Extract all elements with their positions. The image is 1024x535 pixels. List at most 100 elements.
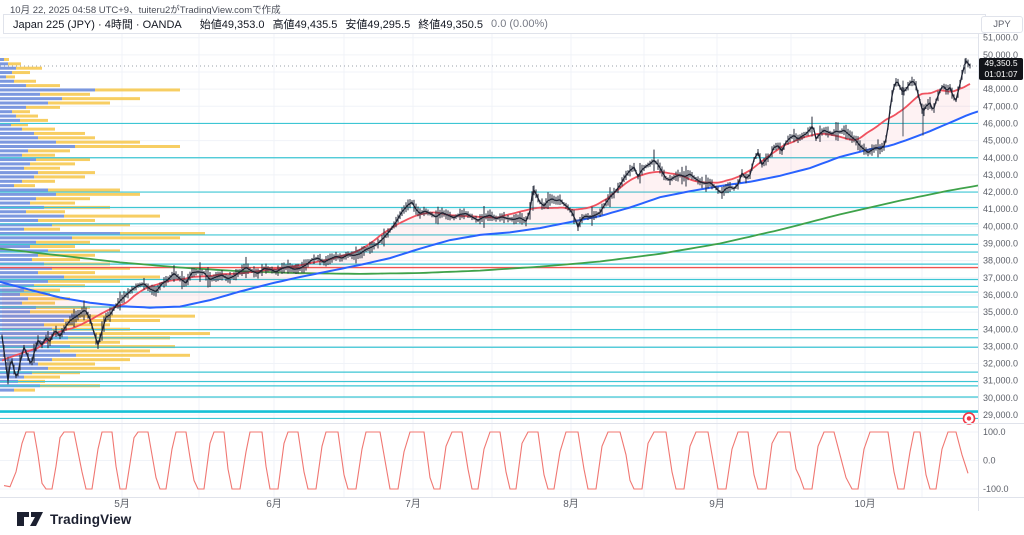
volume-profile-row-down <box>62 97 140 101</box>
price-axis-label: 31,000.0 <box>983 376 1018 386</box>
volume-profile-row-up <box>0 158 36 162</box>
volume-profile-row-down <box>78 314 195 318</box>
volume-profile-row-down <box>34 175 85 179</box>
oscillator-axis-label: 0.0 <box>983 456 996 466</box>
volume-profile-row-up <box>0 275 64 279</box>
time-axis-label: 6月 <box>266 498 282 510</box>
price-axis-label: 41,000.0 <box>983 204 1018 214</box>
oscillator-line <box>3 431 969 490</box>
volume-profile-row-down <box>38 171 95 175</box>
price-axis-label: 30,000.0 <box>983 393 1018 403</box>
volume-profile-row-down <box>12 110 30 114</box>
price-axis-label: 39,000.0 <box>983 239 1018 249</box>
volume-profile-row-up <box>0 214 64 218</box>
price-axis-label: 36,000.0 <box>983 290 1018 300</box>
volume-profile-row-down <box>16 114 38 118</box>
volume-profile-row-down <box>26 84 60 88</box>
volume-profile-row-up <box>0 97 62 101</box>
volume-profile-row-up <box>0 123 11 127</box>
volume-profile-row-down <box>30 201 75 205</box>
ma-ribbon-fill <box>2 83 970 361</box>
volume-profile-row-down <box>64 275 160 279</box>
volume-profile-row-up <box>0 197 36 201</box>
volume-profile-row-up <box>0 101 48 105</box>
volume-profile-row-down <box>60 349 150 353</box>
volume-profile-row-down <box>56 192 140 196</box>
volume-profile-row-down <box>34 284 85 288</box>
price-axis-label: 43,000.0 <box>983 170 1018 180</box>
volume-profile-row-down <box>64 214 160 218</box>
price-scale[interactable]: 51,000.0 50,000.0 48,000.0 47,000.0 46,000.0… <box>983 33 1018 494</box>
price-axis-label: 38,000.0 <box>983 256 1018 266</box>
oscillator-axis-label: 100.0 <box>983 427 1006 437</box>
volume-profile-row-down <box>75 145 180 148</box>
horizontal-levels[interactable] <box>0 122 978 420</box>
time-axis-label: 9月 <box>709 498 725 510</box>
oscillator-pane[interactable] <box>3 431 969 490</box>
volume-profile-row-up <box>0 192 56 196</box>
volume-profile-row-down <box>24 166 60 170</box>
volume-profile-row-down <box>14 388 35 392</box>
volume-profile-row-down <box>70 345 175 349</box>
volume-profile-row-up <box>0 353 76 357</box>
volume-profile-row-up <box>0 58 4 61</box>
volume-profile-row-up <box>0 118 20 122</box>
last-price-value: 49,350.5 <box>984 58 1018 68</box>
price-axis-label: 37,000.0 <box>983 273 1018 283</box>
volume-profile-row-up <box>0 188 48 192</box>
price-scale-currency-button[interactable]: JPY <box>981 16 1023 33</box>
pane-borders <box>0 14 1024 511</box>
volume-profile-row-down <box>20 118 48 122</box>
volume-profile-row-up <box>0 245 30 249</box>
legend-bar[interactable]: Japan 225 (JPY) · 4時間 · OANDA 始値49,353.0… <box>3 14 986 34</box>
volume-profile-row-down <box>52 223 130 227</box>
volume-profile-row-up <box>0 131 34 135</box>
time-scale[interactable]: 5月 6月 7月 8月 9月 10月 <box>114 498 875 510</box>
volume-profile-row-down <box>22 153 55 157</box>
volume-profile-row-down <box>56 140 140 144</box>
symbol-title[interactable]: Japan 225 (JPY) · 4時間 · OANDA <box>13 19 182 31</box>
volume-profile-row-down <box>48 249 120 253</box>
volume-profile-row-down <box>52 266 130 270</box>
ohlc-field-value: 49,353.0 <box>221 19 265 31</box>
volume-profile-row-up <box>0 145 75 148</box>
volume-profile-row-up <box>0 253 38 257</box>
time-axis-label: 8月 <box>563 498 579 510</box>
volume-profile-row-down <box>95 332 210 336</box>
volume-profile-row-down <box>26 105 60 109</box>
volume-profile-row-up <box>0 288 24 292</box>
volume-profile-row-up <box>0 105 26 109</box>
countdown-timer: 01:01:07 <box>984 69 1018 79</box>
time-axis-label: 5月 <box>114 498 130 510</box>
volume-profile-row-up <box>0 362 38 366</box>
volume-profile-row-down <box>38 136 95 140</box>
volume-profile-row-down <box>38 271 95 275</box>
volume-profile-row-down <box>24 375 60 379</box>
volume-profile-row-up <box>0 292 20 296</box>
plot-area[interactable] <box>0 33 978 497</box>
volume-profile-row-up <box>0 136 38 140</box>
volume-profile-row-up <box>0 271 38 275</box>
volume-profile-row-down <box>28 297 70 301</box>
ma-green-200 <box>0 184 978 275</box>
volume-profile-row-down <box>40 92 90 96</box>
volume-profile-row-up <box>0 375 24 379</box>
legend-change: 0.0 (0.00%) <box>491 18 548 30</box>
price-axis-label: 34,000.0 <box>983 324 1018 334</box>
volume-profile-row-up <box>0 88 95 92</box>
volume-profile-row-down <box>28 149 70 153</box>
time-axis-label: 10月 <box>854 498 875 510</box>
tradingview-logo[interactable]: TradingView <box>16 509 131 529</box>
volume-profile-row-down <box>36 158 90 162</box>
last-price-label: 49,350.5 01:01:07 <box>979 58 1023 80</box>
volume-profile-row-up <box>0 75 6 79</box>
price-axis-label: 47,000.0 <box>983 101 1018 111</box>
volume-profile-row-up <box>0 153 22 157</box>
volume-profile-row-up <box>0 62 8 66</box>
volume-profile-row-down <box>38 362 95 366</box>
volume-profile-row-up <box>0 236 72 240</box>
volume-profile-row-down <box>32 258 80 262</box>
volume-profile-row-down <box>44 323 110 327</box>
